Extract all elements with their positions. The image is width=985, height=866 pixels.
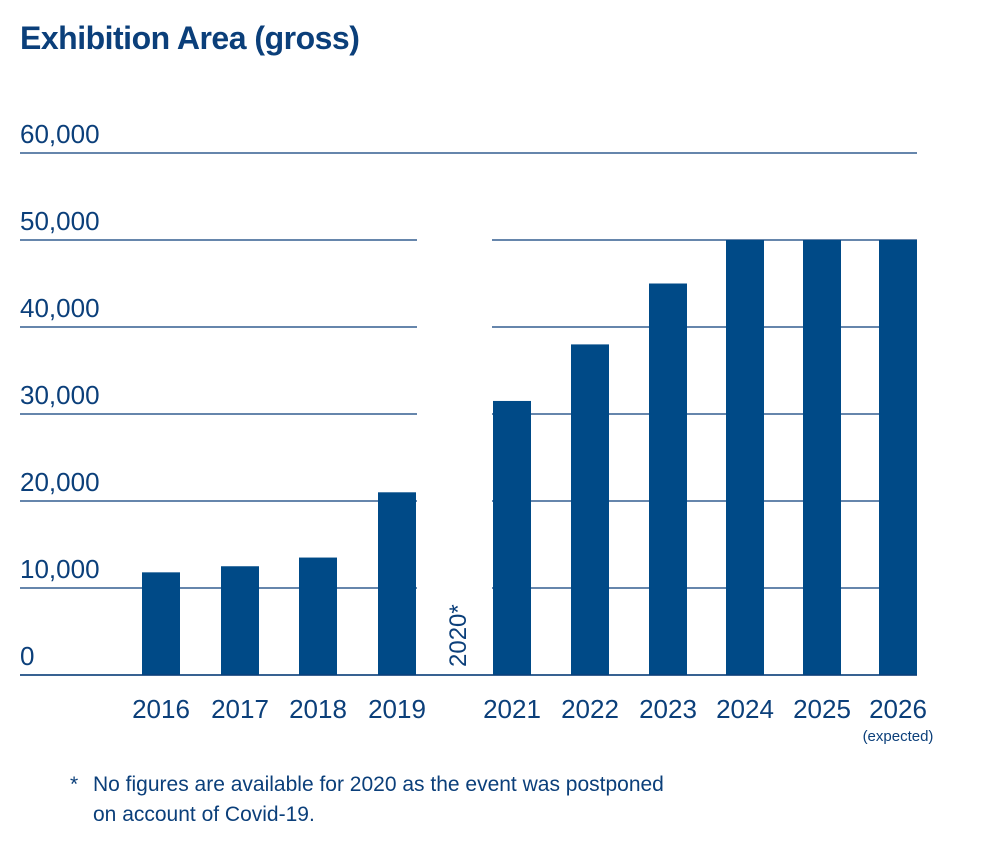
bar <box>803 240 841 675</box>
y-tick-label: 30,000 <box>20 380 100 410</box>
x-tick-label: 2026 <box>869 694 927 724</box>
chart-title: Exhibition Area (gross) <box>20 20 360 56</box>
bar <box>571 344 609 675</box>
footnote-line-2: on account of Covid-19. <box>93 803 315 826</box>
x-tick-label: 2016 <box>132 694 190 724</box>
x-tick-label: 2022 <box>561 694 619 724</box>
x-tick-label: 2018 <box>289 694 347 724</box>
x-tick-label: 2021 <box>483 694 541 724</box>
bar <box>378 492 416 675</box>
footnote-marker: * <box>70 773 79 796</box>
bar <box>493 400 531 675</box>
y-tick-label: 20,000 <box>20 467 100 497</box>
x-tick-label: 2024 <box>716 694 774 724</box>
y-tick-label: 50,000 <box>20 206 100 236</box>
y-tick-label: 0 <box>20 641 34 671</box>
y-tick-label: 10,000 <box>20 554 100 584</box>
x-tick-label: 2023 <box>639 694 697 724</box>
x-tick-label: 2019 <box>368 694 426 724</box>
x-tick-label: 2025 <box>793 694 851 724</box>
x-tick-label: 2017 <box>211 694 269 724</box>
bar <box>726 240 764 675</box>
x-tick-label: 2020* <box>445 604 472 667</box>
bar <box>221 566 259 675</box>
bar <box>879 240 917 675</box>
footnote-line-1: No figures are available for 2020 as the… <box>93 773 664 796</box>
x-tick-note: (expected) <box>863 728 934 745</box>
y-tick-label: 40,000 <box>20 293 100 323</box>
bar <box>649 283 687 675</box>
bar <box>299 557 337 675</box>
bar <box>142 572 180 675</box>
y-tick-label: 60,000 <box>20 119 100 149</box>
